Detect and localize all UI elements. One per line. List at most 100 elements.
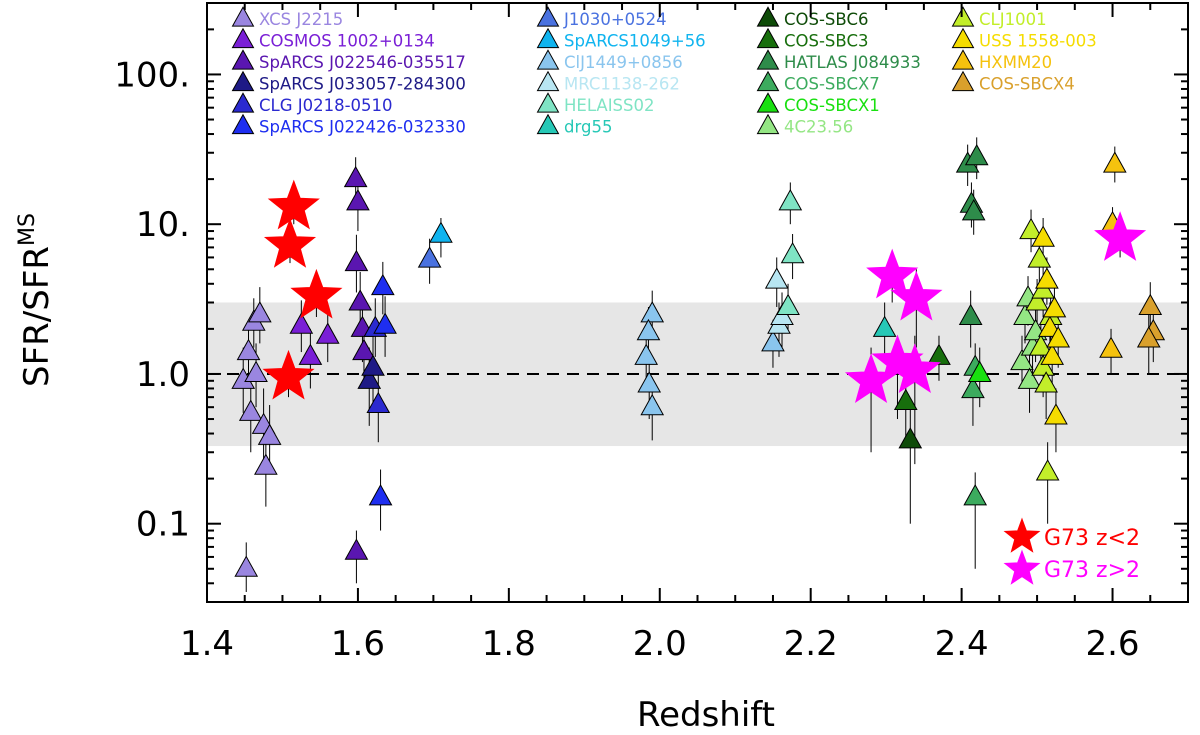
triangle-marker <box>1031 225 1055 247</box>
legend-label: COS-SBCX4 <box>979 75 1075 94</box>
triangle-marker <box>1136 326 1161 348</box>
legend-item: CLJ1001 <box>951 6 1047 29</box>
triangle-marker <box>357 367 382 389</box>
triangle-marker <box>366 391 391 414</box>
legend-item: SpARCS J033057-284300 <box>231 70 466 94</box>
star-marker <box>866 248 919 299</box>
legend-label: J1030+0524 <box>563 10 667 29</box>
y-tick-label: 10. <box>136 205 190 245</box>
legend-triangle-icon <box>951 49 975 70</box>
legend-label: HXMM20 <box>979 53 1052 72</box>
legend-item: CLG J0218-0510 <box>231 92 393 115</box>
triangle-marker <box>344 249 369 272</box>
legend-label: COSMOS 1002+0134 <box>259 32 435 51</box>
star-legend: G73 z<2 G73 z>2 <box>1003 517 1140 585</box>
triangle-marker <box>315 322 340 344</box>
triangle-marker <box>963 484 988 506</box>
triangle-marker <box>1031 354 1055 376</box>
legend-item: COS-SBCX4 <box>951 70 1075 94</box>
triangle-marker <box>1035 459 1060 481</box>
legend-triangle-icon <box>231 6 255 27</box>
triangle-marker <box>1042 296 1067 318</box>
legend: XCS J2215 COSMOS 1002+0134 SpARCS J022546-… <box>231 6 1097 137</box>
legend-triangle-icon <box>536 70 560 92</box>
legend-label: HELAISS02 <box>564 96 655 115</box>
x-tick-label: 2.2 <box>784 624 838 664</box>
legend-label: MRC1138-262 <box>564 75 680 94</box>
legend-label: CLJ1001 <box>979 10 1047 29</box>
legend-triangle-icon <box>951 27 975 49</box>
legend-item: COS-SBC3 <box>756 27 868 51</box>
triangle-marker <box>637 371 662 393</box>
triangle-marker <box>1102 151 1127 173</box>
legend-item: COS-SBC6 <box>756 6 868 29</box>
triangle-marker <box>872 315 897 337</box>
triangle-marker <box>776 293 800 316</box>
triangle-marker <box>778 189 803 211</box>
legend-triangle-icon <box>951 70 975 92</box>
triangle-marker <box>640 393 665 416</box>
triangle-marker <box>780 241 805 264</box>
data-markers <box>231 143 1166 577</box>
legend-star-icon <box>1003 517 1041 553</box>
triangle-marker <box>343 165 368 188</box>
triangle-marker <box>1027 246 1052 268</box>
triangle-marker <box>1029 334 1053 356</box>
legend-triangle-icon <box>756 113 780 135</box>
triangle-marker <box>298 343 323 365</box>
star-marker <box>290 268 343 319</box>
legend-triangle-icon <box>756 49 780 70</box>
y-axis-label: SFR/SFRMS <box>15 213 57 387</box>
triangle-marker <box>1099 336 1123 358</box>
legend-label: 4C23.56 <box>784 118 853 137</box>
triangle-marker <box>429 221 453 243</box>
legend-triangle-icon <box>756 6 780 27</box>
triangle-marker <box>257 423 282 445</box>
triangle-marker <box>636 318 661 341</box>
legend-item: HATLAS J084933 <box>756 49 921 72</box>
legend-label: SpARCS J033057-284300 <box>259 75 466 94</box>
triangle-marker <box>898 427 923 449</box>
triangle-marker <box>961 376 985 399</box>
triangle-marker <box>289 312 314 334</box>
y-tick-label: 0.1 <box>136 505 190 545</box>
triangle-marker <box>238 399 263 421</box>
triangle-marker <box>368 484 393 506</box>
legend-triangle-icon <box>231 70 255 92</box>
triangle-marker <box>373 312 397 334</box>
legend-label: COS-SBCX7 <box>784 75 880 94</box>
triangle-marker <box>361 354 385 376</box>
triangle-marker <box>967 360 992 382</box>
star-marker <box>267 179 320 230</box>
x-tick-label: 1.4 <box>180 624 234 664</box>
x-tick-label: 1.8 <box>482 624 536 664</box>
x-tick-label: 1.6 <box>331 624 385 664</box>
legend-triangle-icon <box>756 92 780 113</box>
legend-item: COS-SBCX1 <box>756 92 880 115</box>
triangle-marker <box>1035 267 1059 289</box>
triangle-marker <box>1040 343 1065 365</box>
legend-triangle-icon <box>536 113 560 135</box>
legend-item: 4C23.56 <box>756 113 853 137</box>
triangle-marker <box>417 246 442 268</box>
star-marker <box>263 218 317 268</box>
legend-triangle-icon <box>756 27 780 49</box>
legend-triangle-icon <box>231 27 255 49</box>
x-tick-label: 2.0 <box>633 624 687 664</box>
legend-label: COS-SBCX1 <box>784 96 880 115</box>
triangle-marker <box>927 343 951 365</box>
legend-item: HELAISS02 <box>536 92 655 115</box>
legend-item: SpARCS1049+56 <box>536 27 706 51</box>
legend-item: SpARCS J022426-032330 <box>231 113 466 137</box>
triangle-marker <box>961 199 986 221</box>
y-axis-ticks: 0.1 1.0 10. 100. <box>114 2 1188 603</box>
legend-item: ClJ1449+0856 <box>536 49 683 72</box>
legend-label: COS-SBC3 <box>784 32 868 51</box>
legend-label: SpARCS1049+56 <box>564 32 706 51</box>
y-axis-label-main: SFR/SFR <box>17 246 57 387</box>
triangle-marker <box>254 453 278 475</box>
y-axis-label-superscript: MS <box>15 213 40 246</box>
triangle-marker <box>370 273 395 296</box>
